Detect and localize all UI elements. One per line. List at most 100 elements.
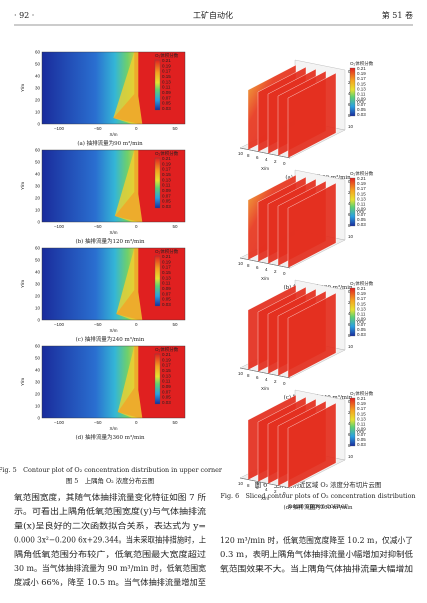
x-axis-label: X/m [261, 166, 269, 171]
legend-label: 0.17 [162, 265, 171, 270]
x-tick-label: 10 [238, 371, 244, 376]
x-tick-label: 50 [172, 322, 178, 327]
y-tick-label: 60 [35, 246, 41, 251]
x-tick-label: −50 [94, 420, 102, 425]
y-tick-label: 60 [35, 344, 41, 349]
x-axis-label: X/m [109, 426, 117, 431]
legend-label: 0.11 [162, 85, 171, 90]
legend-label: 0.13 [162, 177, 171, 182]
y-tick-label: 4 [348, 91, 351, 96]
x-tick-label: 4 [265, 267, 268, 272]
legend-bar [349, 177, 356, 227]
contour-transition [117, 346, 143, 418]
body-line: 120 m³/min 时，低氧范围宽度降至 10.2 m，仅减小了 [220, 535, 413, 545]
legend-bar [349, 67, 356, 117]
x-tick-label: 2 [274, 159, 277, 164]
panel-caption: (d) 抽排流量为360 m³/min [75, 433, 145, 441]
legend-bar [349, 287, 356, 337]
x-tick-label: 0 [135, 420, 138, 425]
legend-label: 0.05 [162, 101, 171, 106]
legend-label: 0.15 [162, 270, 171, 275]
x-tick-label: 8 [247, 373, 250, 378]
legend-title: O₂体积分数 [155, 248, 179, 255]
x-axis-label: X/m [261, 386, 269, 391]
x-tick-label: −50 [94, 224, 102, 229]
legend-label: 0.05 [357, 327, 366, 332]
y-tick-label: 0 [37, 122, 40, 127]
body-line: 30 m。当气体抽排流量为 90 m³/min 时，低氧范围宽 [14, 563, 206, 573]
y-tick-label: 10 [35, 404, 41, 409]
slice [287, 402, 337, 489]
x-tick-label: 6 [256, 265, 259, 270]
contour-low-oxygen [42, 346, 140, 418]
legend-label: 0.21 [162, 352, 171, 357]
body-line: 氧范围宽度，其随气体抽排流量变化特征如图 7 所 [14, 492, 206, 502]
legend-label: 0.13 [357, 306, 366, 311]
legend-label: 0.19 [357, 71, 366, 76]
legend-label: 0.19 [357, 291, 366, 296]
legend-title: O₂体积分数 [155, 52, 179, 59]
panel-caption: (b) 抽排流量为120 m³/min [75, 237, 145, 245]
y-tick-label: 0 [37, 220, 40, 225]
legend-label: 0.17 [357, 296, 366, 301]
x-tick-label: −100 [54, 126, 65, 131]
x-axis-label: X/m [109, 230, 117, 235]
legend-label: 0.21 [357, 66, 366, 71]
x-tick-label: 50 [172, 224, 178, 229]
x-axis-label: X/m [261, 496, 269, 501]
y-axis-label: Y/m [20, 84, 25, 92]
x-tick-label: 4 [265, 487, 268, 492]
legend-label: 0.03 [357, 332, 366, 337]
y-tick-label: 10 [35, 110, 41, 115]
legend-label: 0.07 [162, 95, 171, 100]
contour-transition [113, 52, 143, 124]
body-line: 隅角低氧范围分布较广，低氧范围最大宽度超过 [14, 549, 206, 559]
legend-label: 0.09 [357, 317, 366, 322]
y-axis-label: Y/m [20, 280, 25, 288]
legend-label: 0.05 [357, 107, 366, 112]
legend-label: 0.03 [162, 400, 171, 405]
y-tick-label: 8 [348, 113, 351, 118]
legend-label: 0.13 [162, 79, 171, 84]
plot-frame [41, 51, 186, 125]
legend-label: 0.11 [357, 312, 366, 317]
legend-label: 0.07 [357, 322, 366, 327]
y-tick-label: 4 [348, 311, 351, 316]
legend-label: 0.05 [357, 217, 366, 222]
legend-label: 0.21 [357, 176, 366, 181]
y-tick-label: 6 [348, 212, 351, 217]
y-tick-label: 30 [35, 86, 41, 91]
contour-low-oxygen [42, 248, 140, 320]
legend-bar [154, 157, 161, 209]
legend-label: 0.19 [357, 181, 366, 186]
body-line: 0.3 m，表明上隅角气体抽排流量小幅增加对抑制低 [220, 549, 413, 559]
legend-title: O₂体积分数 [350, 170, 374, 177]
legend-label: 0.13 [357, 416, 366, 421]
x-axis-label: X/m [261, 276, 269, 281]
x-tick-label: 0 [135, 126, 138, 131]
y-tick-label: 2 [348, 190, 351, 195]
y-tick-label: 20 [35, 98, 41, 103]
y-tick-label: 0 [348, 399, 351, 404]
y-tick-label: 60 [35, 50, 41, 55]
y-tick-label: 10 [348, 344, 354, 349]
legend-label: 0.07 [162, 389, 171, 394]
y-axis-label: Y/m [20, 378, 25, 386]
y-axis-label: Y/m [20, 182, 25, 190]
x-tick-label: 0 [135, 224, 138, 229]
legend-label: 0.07 [357, 212, 366, 217]
y-axis-label: Y/m [356, 429, 364, 434]
y-tick-label: 40 [35, 74, 41, 79]
panel-caption: (a) 抽排流量为90 m³/min [77, 139, 143, 147]
legend-bar [154, 255, 161, 307]
legend-label: 0.07 [162, 193, 171, 198]
y-axis-label: Y/m [356, 209, 364, 214]
legend-label: 0.17 [162, 167, 171, 172]
legend-label: 0.05 [162, 297, 171, 302]
y-tick-label: 10 [35, 306, 41, 311]
legend-label: 0.09 [162, 90, 171, 95]
y-tick-label: 0 [37, 318, 40, 323]
legend-label: 0.03 [357, 112, 366, 117]
